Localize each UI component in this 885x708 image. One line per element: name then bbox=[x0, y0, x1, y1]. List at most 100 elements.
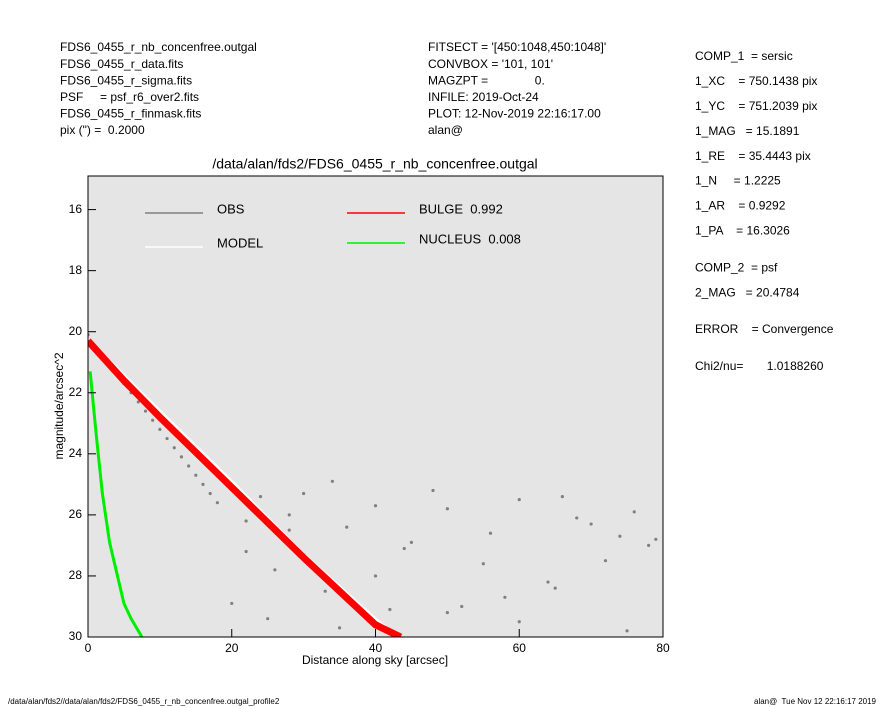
x-tick-label: 40 bbox=[369, 641, 383, 655]
fit-parameter: 2_MAG = 20.4784 bbox=[695, 285, 800, 299]
plot-data bbox=[88, 333, 658, 637]
header-line: INFILE: 2019-Oct-24 bbox=[428, 90, 539, 104]
obs-point bbox=[273, 568, 277, 572]
obs-point bbox=[488, 531, 493, 535]
header-line: MAGZPT = 0. bbox=[428, 73, 545, 87]
obs-point bbox=[445, 610, 449, 615]
obs-point bbox=[330, 479, 334, 483]
obs-point bbox=[172, 446, 176, 450]
header-line: FITSECT = '[450:1048,450:1048]' bbox=[428, 40, 606, 54]
plot-area bbox=[88, 176, 663, 637]
chart-title: /data/alan/fds2/FDS6_0455_r_nb_concenfre… bbox=[212, 156, 537, 172]
x-axis-label: Distance along sky [arcsec] bbox=[302, 653, 448, 667]
obs-point bbox=[158, 427, 162, 431]
fit-parameter: 1_N = 1.2225 bbox=[695, 174, 781, 188]
header-line: FDS6_0455_r_sigma.fits bbox=[60, 73, 192, 87]
fit-parameter: ERROR = Convergence bbox=[695, 322, 834, 336]
fit-parameter: 1_AR = 0.9292 bbox=[695, 199, 786, 213]
obs-point bbox=[589, 522, 593, 526]
y-tick-label: 26 bbox=[69, 507, 83, 521]
x-tick-label: 60 bbox=[513, 641, 527, 655]
fit-parameter: 1_XC = 750.1438 pix bbox=[695, 74, 817, 88]
fit-parameter: 1_MAG = 15.1891 bbox=[695, 124, 800, 138]
footer-right: alan@ Tue Nov 12 22:16:17 2019 bbox=[754, 697, 877, 706]
obs-point bbox=[258, 494, 263, 499]
fit-parameter: COMP_1 = sersic bbox=[695, 49, 793, 63]
y-tick-label: 22 bbox=[69, 385, 83, 399]
obs-point bbox=[373, 574, 378, 578]
legend-label: MODEL bbox=[217, 235, 263, 250]
header-line: PLOT: 12-Nov-2019 22:16:17.00 bbox=[428, 107, 601, 121]
obs-point bbox=[337, 626, 342, 630]
obs-point bbox=[136, 400, 140, 404]
obs-point bbox=[373, 504, 378, 508]
legend-label: NUCLEUS 0.008 bbox=[419, 231, 521, 246]
obs-point bbox=[409, 540, 414, 544]
obs-point bbox=[402, 546, 406, 551]
fit-parameter: COMP_2 = psf bbox=[695, 260, 778, 274]
obs-point bbox=[151, 418, 155, 422]
obs-point bbox=[632, 510, 636, 514]
obs-point bbox=[143, 409, 148, 413]
y-axis-label: magnitude/arcsec^2 bbox=[52, 352, 66, 459]
y-tick-label: 30 bbox=[69, 629, 83, 643]
obs-point bbox=[266, 617, 270, 621]
fit-parameter: 1_PA = 16.3026 bbox=[695, 223, 790, 237]
obs-point bbox=[302, 491, 306, 496]
fit-parameter: 1_YC = 751.2039 pix bbox=[695, 99, 817, 113]
header-line: FDS6_0455_r_finmask.fits bbox=[60, 107, 201, 121]
header-line: PSF = psf_r6_over2.fits bbox=[60, 90, 199, 104]
y-tick-label: 20 bbox=[69, 324, 83, 338]
obs-point bbox=[503, 595, 507, 599]
header-line: alan@ bbox=[428, 123, 463, 137]
obs-point bbox=[517, 498, 521, 502]
y-tick-label: 28 bbox=[69, 568, 83, 582]
obs-point bbox=[445, 507, 449, 511]
obs-point bbox=[194, 473, 198, 477]
obs-point bbox=[603, 559, 608, 563]
obs-point bbox=[230, 601, 234, 606]
obs-point bbox=[287, 528, 291, 532]
header-line: FDS6_0455_r_nb_concenfree.outgal bbox=[60, 40, 257, 54]
obs-point bbox=[647, 543, 651, 548]
obs-point bbox=[575, 516, 579, 520]
footer-left: /data/alan/fds2//data/alan/fds2/FDS6_045… bbox=[8, 697, 280, 706]
obs-point bbox=[244, 519, 248, 523]
header-line: FDS6_0455_r_data.fits bbox=[60, 57, 183, 71]
fit-parameter: 1_RE = 35.4443 pix bbox=[695, 149, 811, 163]
obs-point bbox=[323, 589, 327, 593]
legend-label: BULGE 0.992 bbox=[419, 201, 503, 216]
obs-point bbox=[287, 513, 291, 517]
obs-point bbox=[201, 482, 205, 486]
y-tick-label: 18 bbox=[69, 263, 83, 277]
obs-point bbox=[460, 604, 464, 609]
obs-point bbox=[654, 537, 658, 541]
obs-point bbox=[431, 488, 435, 493]
fit-parameter: Chi2/nu= 1.0188260 bbox=[695, 359, 824, 373]
obs-point bbox=[345, 525, 349, 529]
x-tick-label: 0 bbox=[85, 641, 92, 655]
obs-point bbox=[244, 549, 248, 554]
y-tick-label: 24 bbox=[69, 446, 83, 460]
x-tick-label: 20 bbox=[225, 641, 239, 655]
obs-point bbox=[625, 629, 629, 633]
obs-point bbox=[165, 436, 169, 441]
obs-point bbox=[179, 455, 184, 459]
obs-point bbox=[546, 580, 550, 584]
obs-point bbox=[388, 607, 392, 612]
y-tick-label: 16 bbox=[69, 202, 83, 216]
header-line: pix (") = 0.2000 bbox=[60, 123, 145, 137]
obs-point bbox=[187, 464, 191, 468]
obs-point bbox=[553, 586, 557, 590]
obs-point bbox=[208, 491, 212, 496]
profile-line bbox=[88, 371, 144, 637]
header-line: CONVBOX = '101, 101' bbox=[428, 57, 553, 71]
obs-point bbox=[481, 562, 485, 566]
obs-point bbox=[618, 534, 622, 538]
x-tick-label: 80 bbox=[656, 641, 670, 655]
legend-label: OBS bbox=[217, 201, 245, 216]
obs-point bbox=[517, 620, 521, 624]
profile-line bbox=[88, 338, 403, 637]
obs-point bbox=[215, 501, 219, 505]
